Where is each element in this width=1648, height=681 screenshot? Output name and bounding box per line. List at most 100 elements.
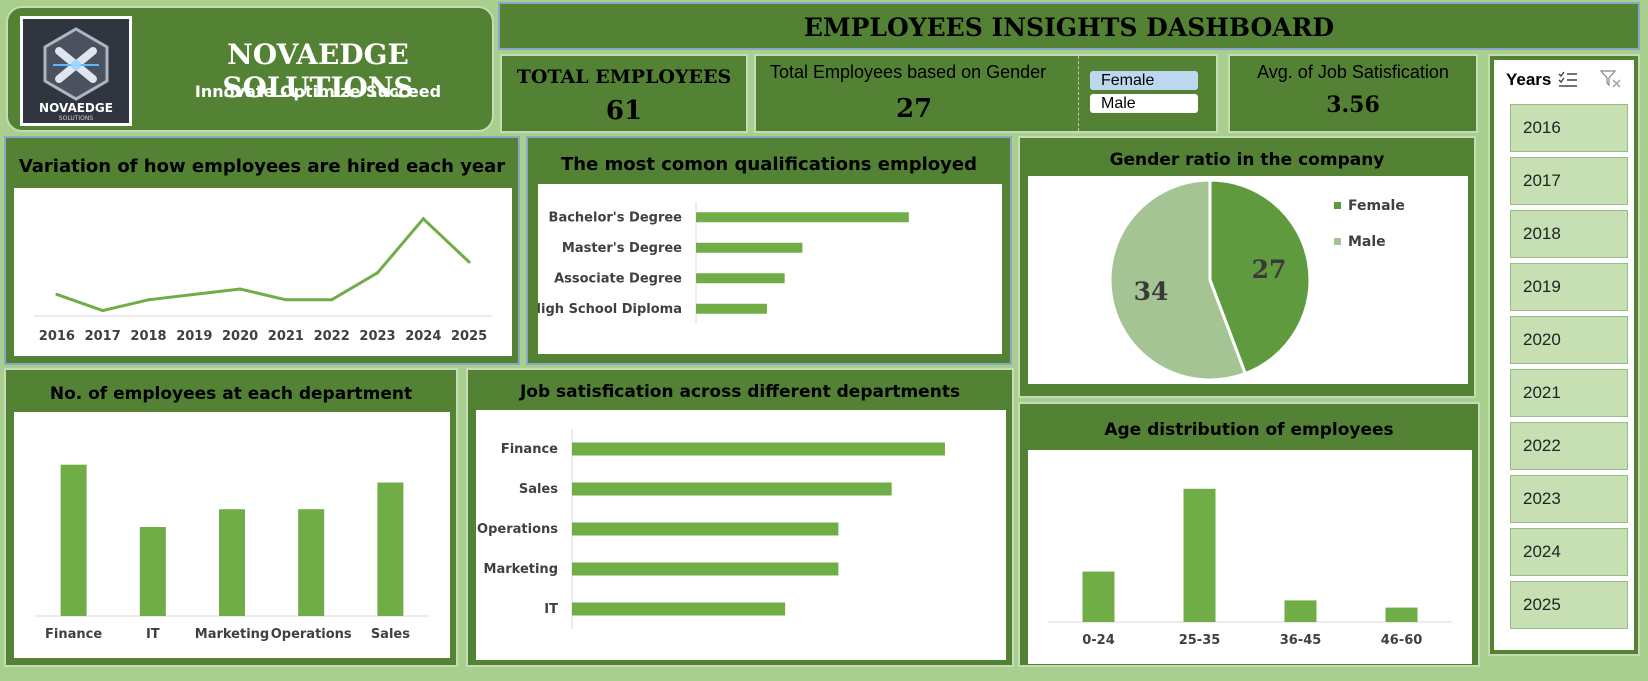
pie-value-male: 34 [1134, 277, 1169, 306]
panel-departments: No. of employees at each department Fina… [4, 368, 458, 667]
age-bar-46-60 [1385, 607, 1418, 622]
sat-bar-finance [572, 442, 945, 456]
hires-line-chart: 2016 2017 2018 2019 2020 2021 2022 2023 2024 2025 [34, 216, 492, 344]
hires-tick-2019: 2019 [176, 329, 212, 344]
slicer-item-2021[interactable]: 2021 [1510, 369, 1628, 417]
slicer-item-2020[interactable]: 2020 [1510, 316, 1628, 364]
qualifications-bar-chart: Bachelor's Degree Master's Degree Associat… [530, 202, 909, 324]
title-banner: EMPLOYEES INSIGHTS DASHBOARD [498, 2, 1640, 50]
slicer-item-2016[interactable]: 2016 [1510, 104, 1628, 152]
company-logo: NOVAEDGE SOLUTIONS [20, 16, 132, 126]
sat-bar-marketing [572, 562, 839, 576]
kpi-total-value: 61 [605, 96, 643, 126]
age-label-0-24: 0-24 [1082, 633, 1115, 648]
dept-label-operations: Operations [271, 627, 352, 642]
hires-tick-2020: 2020 [222, 329, 258, 344]
hires-point-2023 [376, 271, 379, 275]
kpi-satisfaction-label: Avg. of Job Satisfication [1257, 62, 1449, 82]
gender-pie-chart: 27 Female 34 Male [1108, 178, 1405, 382]
gender-chart-title: Gender ratio in the company [1109, 150, 1385, 170]
age-bar-25-35 [1183, 488, 1216, 622]
satisfaction-chart-card: Finance Sales Operations Marketing IT [476, 410, 1006, 660]
slicer-title: Years [1506, 70, 1552, 89]
sat-label-finance: Finance [501, 442, 558, 457]
dept-bar-marketing [219, 509, 245, 616]
panel-hires: Variation of how employees are hired eac… [4, 136, 520, 365]
gender-option-male-label: Male [1101, 95, 1136, 112]
gender-divider [1078, 56, 1079, 131]
slicer-item-2019[interactable]: 2019 [1510, 263, 1628, 311]
hires-point-2019 [192, 292, 196, 296]
sat-label-it: IT [544, 602, 558, 617]
age-label-36-45: 36-45 [1280, 633, 1322, 648]
age-bar-0-24 [1082, 571, 1115, 622]
logo-subtext: SOLUTIONS [59, 115, 94, 122]
hires-point-2022 [330, 298, 334, 302]
satisfaction-chart-title: Job satisfication across different depar… [519, 382, 961, 402]
hires-tick-2021: 2021 [268, 329, 304, 344]
legend-swatch-male [1334, 238, 1341, 245]
qual-label-associate-degree: Associate Degree [554, 271, 682, 286]
age-label-46-60: 46-60 [1381, 633, 1423, 648]
logo-text: NOVAEDGE [39, 101, 113, 115]
hires-point-2024 [421, 217, 425, 221]
departments-chart-card: Finance IT Marketing Operations Sales [14, 412, 450, 658]
company-tagline: Innovate Optimize Succeed [194, 82, 442, 101]
pie-value-female: 27 [1252, 255, 1287, 284]
gender-option-female[interactable]: Female [1090, 71, 1198, 90]
brand-panel: NOVAEDGE SOLUTIONS NOVAEDGE SOLUTIONS In… [6, 6, 494, 132]
dept-bar-operations [298, 509, 325, 616]
hires-point-2020 [238, 287, 242, 291]
sat-label-operations: Operations [477, 522, 558, 537]
hires-point-2025 [467, 260, 471, 264]
qualifications-chart-title: The most comon qualifications employed [560, 154, 977, 175]
dept-label-finance: Finance [45, 627, 102, 642]
panel-age: Age distribution of employees 0-24 25-35 3… [1018, 402, 1480, 667]
dept-bar-sales [377, 482, 404, 616]
years-slicer: Years 2016 2017 2018 2019 2020 2021 2022 2023 20… [1488, 54, 1640, 656]
qual-label-high-school-diploma: High School Diploma [538, 302, 682, 317]
qual-bar-associate-degree [696, 273, 785, 284]
qual-bar-high-school-diploma [696, 303, 767, 314]
slicer-item-2024[interactable]: 2024 [1510, 528, 1628, 576]
kpi-total-employees: TOTAL EMPLOYEES 61 [500, 54, 748, 133]
qual-label-bachelor-s-degree: Bachelor's Degree [549, 210, 683, 225]
slicer-item-2023[interactable]: 2023 [1510, 475, 1628, 523]
hires-point-2021 [284, 298, 288, 302]
panel-gender: Gender ratio in the company 27 Female 34 Ma… [1018, 136, 1476, 398]
age-bar-chart: 0-24 25-35 36-45 46-60 [1048, 488, 1452, 648]
slicer-item-2022[interactable]: 2022 [1510, 422, 1628, 470]
kpi-gender-value: 27 [896, 94, 933, 124]
multi-select-icon[interactable] [1558, 70, 1578, 92]
sat-label-sales: Sales [519, 482, 558, 497]
slicer-body: Years 2016 2017 2018 2019 2020 2021 2022 2023 20… [1494, 60, 1634, 650]
kpi-satisfaction: Avg. of Job Satisfication 3.56 [1228, 54, 1478, 133]
qual-bar-bachelor-s-degree [696, 212, 909, 223]
slicer-item-2018[interactable]: 2018 [1510, 210, 1628, 258]
gender-option-male[interactable]: Male [1090, 94, 1198, 113]
legend-label-male: Male [1348, 234, 1386, 250]
dept-bar-finance [60, 464, 87, 616]
kpi-total-label: TOTAL EMPLOYEES [516, 66, 732, 88]
age-chart-title: Age distribution of employees [1104, 420, 1394, 440]
satisfaction-bar-chart: Finance Sales Operations Marketing IT [477, 429, 945, 629]
slicer-item-2017[interactable]: 2017 [1510, 157, 1628, 205]
dept-label-marketing: Marketing [195, 627, 269, 642]
hires-tick-2025: 2025 [451, 329, 487, 344]
pie-slice-male [1108, 178, 1248, 382]
panel-qualifications: The most comon qualifications employed B… [526, 136, 1012, 365]
qual-bar-master-s-degree [696, 242, 803, 253]
age-label-25-35: 25-35 [1179, 633, 1221, 648]
clear-filter-icon[interactable] [1599, 70, 1622, 92]
hires-tick-2023: 2023 [359, 329, 395, 344]
hires-tick-2018: 2018 [130, 329, 166, 344]
departments-bar-chart: Finance IT Marketing Operations Sales [34, 464, 430, 642]
company-name: NOVAEDGE SOLUTIONS [222, 38, 414, 104]
pie-slice-female [1208, 178, 1312, 376]
slicer-item-2025[interactable]: 2025 [1510, 581, 1628, 629]
hires-point-2017 [101, 309, 105, 313]
hires-tick-2017: 2017 [85, 329, 121, 344]
hires-tick-2016: 2016 [39, 329, 75, 344]
kpi-gender-label: Total Employees based on Gender [770, 62, 1047, 82]
qualifications-chart-card: Bachelor's Degree Master's Degree Associat… [530, 184, 1002, 354]
